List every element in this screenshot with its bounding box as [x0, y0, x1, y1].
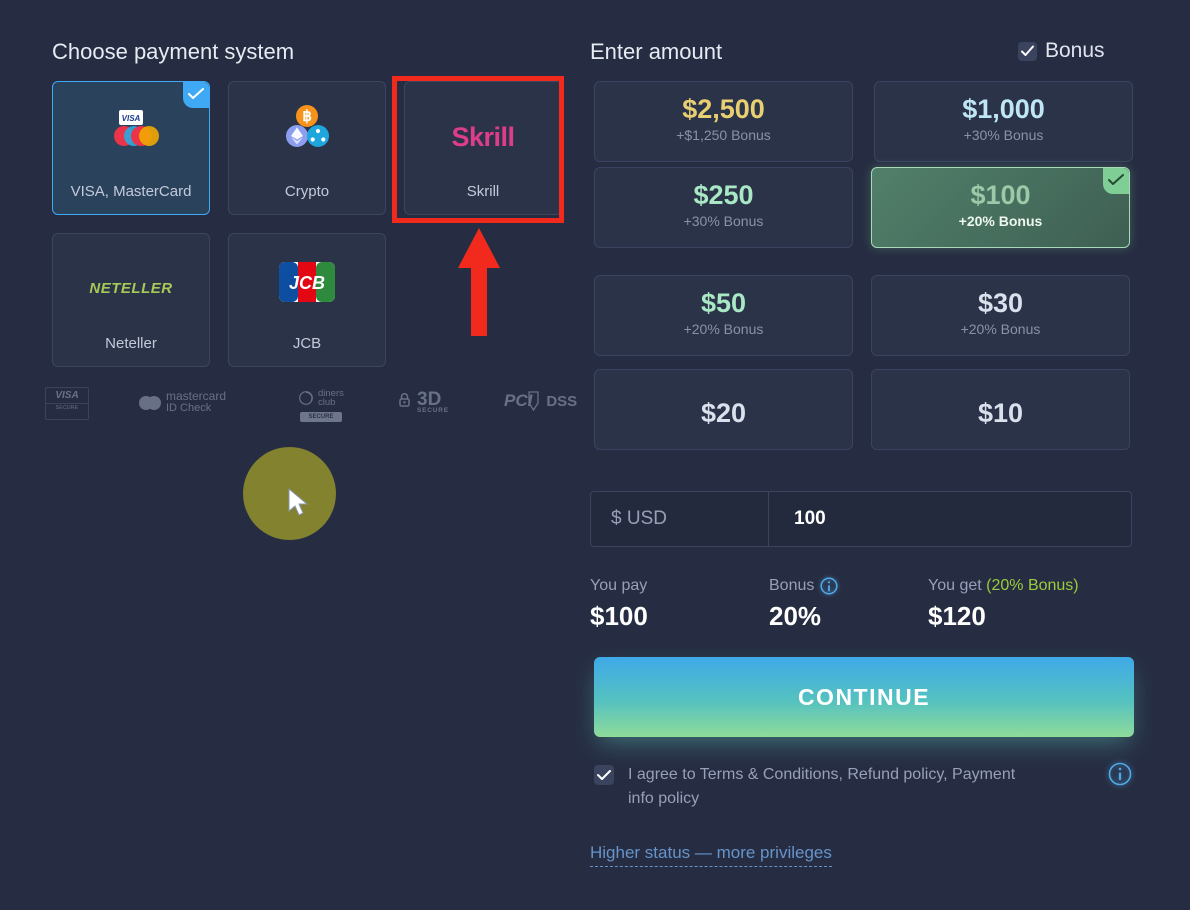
svg-text:JCB: JCB: [289, 273, 325, 293]
svg-text:VISA: VISA: [122, 114, 141, 123]
svg-text:฿: ฿: [302, 108, 312, 125]
